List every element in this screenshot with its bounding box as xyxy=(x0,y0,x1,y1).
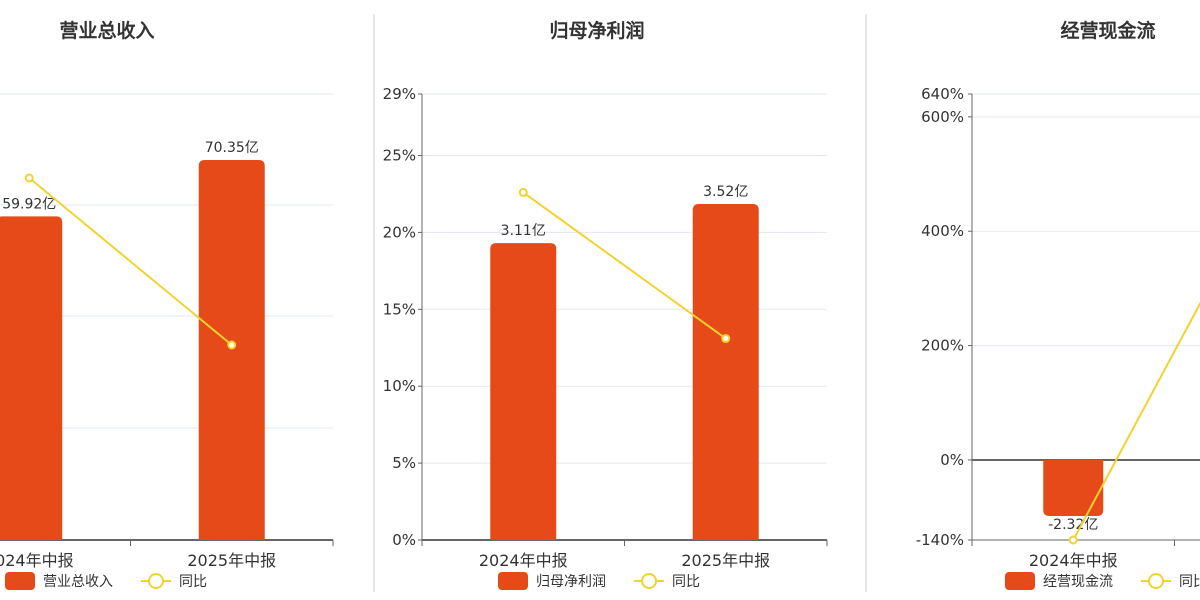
y-tick-label: 0% xyxy=(940,451,964,469)
legend-line-marker xyxy=(641,573,657,589)
yoy-point xyxy=(721,334,731,344)
bar-value-label: 3.52亿 xyxy=(703,184,748,200)
legend-label: 营业总收入 xyxy=(43,574,113,590)
legend-bar-swatch xyxy=(498,572,528,590)
yoy-point xyxy=(518,187,528,197)
panel-title: 经营现金流 xyxy=(1060,19,1155,42)
legend-label: 同比 xyxy=(672,574,700,590)
chart-panel-2: 归母净利润 0% 5% 10% 15% 20% 25% 29% 3.11亿 3.52亿 2024年中… xyxy=(383,14,867,592)
y-tick-label: 10% xyxy=(383,377,416,395)
yoy-line xyxy=(28,177,233,346)
yoy-line xyxy=(522,191,727,340)
panel-title: 营业总收入 xyxy=(59,19,154,42)
chart-panel-3: 经营现金流 -140% 0% 200% 400% 600% 640% -2.32亿 2024年中… xyxy=(916,19,1200,590)
y-tick-label: 20% xyxy=(383,223,416,241)
y-tick-label: 0% xyxy=(392,531,416,549)
x-category-label: 2024年中报 xyxy=(479,551,568,570)
y-tick-label: 29% xyxy=(383,85,416,103)
legend-label: 归母净利润 xyxy=(536,573,606,590)
legend-label: 同比 xyxy=(179,574,207,590)
y-tick-label: 200% xyxy=(921,337,964,355)
legend-line-marker xyxy=(1148,573,1164,589)
x-category-label: 2024年中报 xyxy=(0,551,74,570)
yoy-point xyxy=(1068,535,1078,545)
y-tick-label: 15% xyxy=(383,300,416,318)
bar-value-label: 70.35亿 xyxy=(205,140,259,156)
bar xyxy=(1043,459,1104,516)
y-tick-label: 640% xyxy=(921,85,964,103)
yoy-line xyxy=(1072,301,1200,541)
bar-value-label: 59.92亿 xyxy=(2,196,56,212)
yoy-point xyxy=(227,340,237,350)
legend-line-marker xyxy=(148,573,164,589)
x-category-label: 2025年中报 xyxy=(681,551,770,570)
legend-bar-swatch xyxy=(1005,572,1035,590)
y-tick-label: 400% xyxy=(921,222,964,240)
x-category-label: 2024年中报 xyxy=(1029,551,1118,570)
bar xyxy=(490,243,557,541)
panel-title: 归母净利润 xyxy=(549,19,644,42)
legend-bar-swatch xyxy=(5,572,35,590)
legend-label: 同比 xyxy=(1179,574,1200,590)
y-tick-label: 25% xyxy=(383,147,416,165)
y-tick-label: -140% xyxy=(916,531,964,549)
bar xyxy=(0,216,63,540)
legend-label: 经营现金流 xyxy=(1043,574,1113,590)
yoy-point xyxy=(24,173,34,183)
bar-value-label: 3.11亿 xyxy=(501,223,546,239)
bar xyxy=(198,160,265,540)
x-category-label: 2025年中报 xyxy=(187,551,276,570)
y-tick-label: 5% xyxy=(392,454,416,472)
bar-value-label: -2.32亿 xyxy=(1048,517,1098,533)
y-tick-label: 600% xyxy=(921,108,964,126)
bar xyxy=(692,204,759,540)
